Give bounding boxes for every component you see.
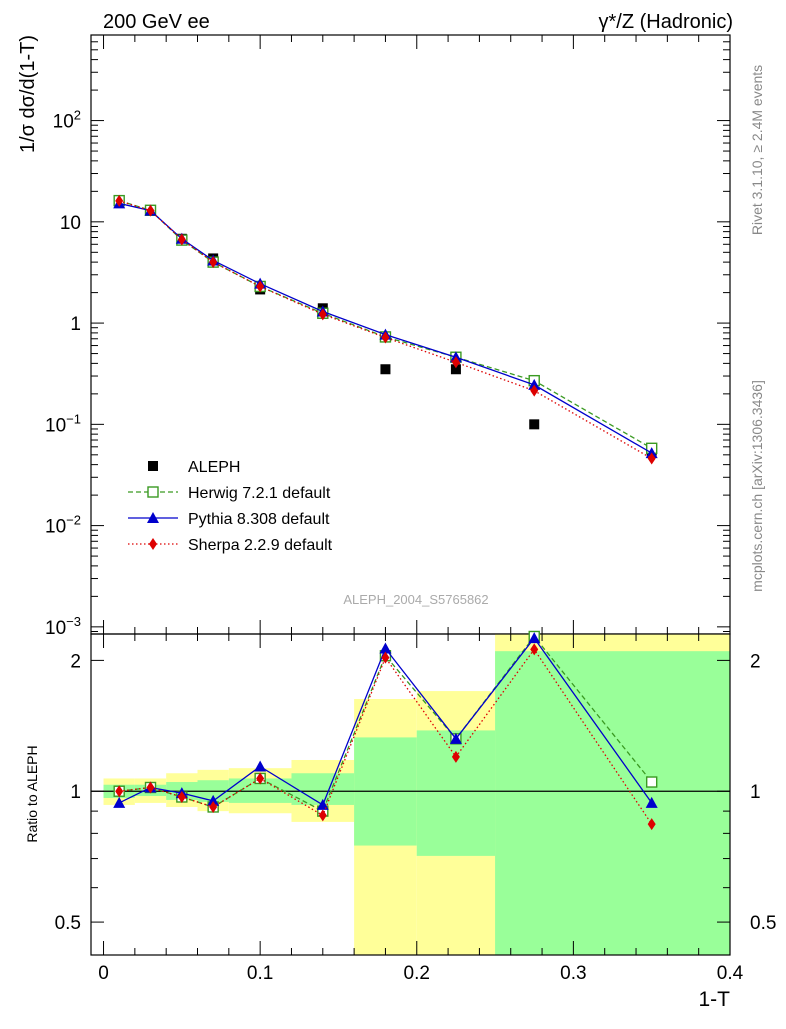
ratio-frame <box>90 633 731 956</box>
mcplots-label: mcplots.cern.ch [arXiv:1306.3436] <box>749 380 765 592</box>
main-y-tick-label: 10−3 <box>45 614 81 639</box>
ratio-data-point <box>316 798 329 810</box>
legend-label: Sherpa 2.2.9 default <box>188 537 333 554</box>
ratio-x-tick-label: 0.3 <box>560 963 586 984</box>
main-data-point <box>209 256 218 269</box>
x-axis-label: 1-T <box>699 988 731 1011</box>
legend-label: Herwig 7.2.1 default <box>188 485 331 502</box>
main-series-0 <box>114 196 657 456</box>
ratio-series-line <box>118 637 653 806</box>
ratio-data-point <box>530 643 539 656</box>
ratio-y-tick-label: 2 <box>70 651 81 672</box>
ratio-series-2 <box>115 643 656 831</box>
main-data-point <box>451 356 460 369</box>
main-y-tick-label: 10−1 <box>45 411 81 436</box>
main-data-point <box>146 204 155 217</box>
main-y-tick-label: 10−2 <box>45 513 81 538</box>
watermark: ALEPH_2004_S5765862 <box>343 592 488 607</box>
ratio-y-tick-label: 1 <box>70 782 81 803</box>
ratio-data-point <box>381 651 390 664</box>
legend-item: Sherpa 2.2.9 default <box>128 537 333 554</box>
ratio-data-point <box>254 760 267 772</box>
ratio-panel: 0.5 0.5 1 1 2 2 0 0.1 0.2 0.3 0.4 Ratio to ALEPH 1-T <box>24 630 776 1011</box>
legend-label: Pythia 8.308 default <box>188 511 330 528</box>
main-data-point <box>256 280 265 293</box>
main-series-3 <box>115 194 656 465</box>
legend-marker <box>149 538 157 550</box>
main-data-point <box>318 308 327 321</box>
ratio-y-tick-label-right: 2 <box>750 651 761 672</box>
ratio-data-point <box>645 796 658 808</box>
main-series-1 <box>113 194 658 454</box>
ratio-y-axis-label: Ratio to ALEPH <box>24 745 40 842</box>
main-data-point <box>450 364 461 375</box>
main-series-line <box>119 200 653 460</box>
ratio-data-point <box>528 632 541 644</box>
main-data-point <box>115 194 124 207</box>
legend-label: ALEPH <box>188 459 240 476</box>
main-y-tick-label: 1 <box>70 314 81 335</box>
main-data-point <box>177 233 186 246</box>
main-data-point <box>647 452 656 465</box>
ratio-data-point <box>256 772 265 785</box>
ratio-series-line <box>119 648 653 825</box>
main-panel: 10−3 10−2 10−1 1 10 102 1/σ dσ/d(1-T) ALEPH Herw… <box>17 34 731 639</box>
ratio-data-point <box>177 790 186 803</box>
main-series-line <box>119 199 653 449</box>
header-left-title: 200 GeV ee <box>103 11 210 33</box>
main-frame <box>90 34 731 635</box>
ratio-x-tick-label: 0.4 <box>717 963 744 984</box>
ratio-data-point <box>379 642 392 654</box>
legend-marker <box>147 512 159 523</box>
main-series-line <box>119 202 653 454</box>
ratio-data-point <box>207 794 220 806</box>
ratio-x-tick-label: 0.2 <box>404 963 430 984</box>
main-data-point <box>381 331 390 344</box>
ratio-data-point <box>449 732 462 744</box>
main-data-point <box>528 378 541 390</box>
legend-item: Pythia 8.308 default <box>128 511 330 528</box>
legend-item: Herwig 7.2.1 default <box>128 485 331 502</box>
main-data-point <box>529 419 540 430</box>
ratio-data-point <box>645 776 658 788</box>
rivet-version-label: Rivet 3.1.10, ≥ 2.4M events <box>749 65 765 235</box>
main-series-2 <box>113 197 658 459</box>
header-right-title: γ*/Z (Hadronic) <box>599 11 733 33</box>
ratio-data-point <box>113 796 126 808</box>
main-y-tick-label: 10 <box>60 213 81 234</box>
ratio-data-point <box>115 785 124 798</box>
ratio-uncertainty-band-inner <box>495 651 730 955</box>
legend-marker <box>147 486 159 498</box>
main-data-point <box>530 384 539 397</box>
ratio-y-tick-label: 0.5 <box>55 913 81 934</box>
main-data-point <box>380 364 391 375</box>
legend: ALEPH Herwig 7.2.1 default Pythia 8.308 de… <box>128 459 333 554</box>
ratio-data-point <box>451 750 460 763</box>
ratio-y-tick-label-right: 0.5 <box>750 913 776 934</box>
legend-marker <box>148 461 158 471</box>
ratio-x-tick-label: 0.1 <box>247 963 273 984</box>
ratio-y-tick-label-right: 1 <box>750 782 761 803</box>
ratio-data-point <box>647 818 656 831</box>
ratio-data-point <box>318 809 327 822</box>
ratio-x-tick-label: 0 <box>98 963 109 984</box>
ratio-data-point <box>146 781 155 794</box>
legend-item: ALEPH <box>148 459 240 476</box>
ratio-uncertainty-band-inner <box>416 730 496 856</box>
main-y-tick-label: 102 <box>53 108 81 133</box>
main-y-axis-label: 1/σ dσ/d(1-T) <box>17 35 39 153</box>
ratio-data-point <box>209 800 218 813</box>
